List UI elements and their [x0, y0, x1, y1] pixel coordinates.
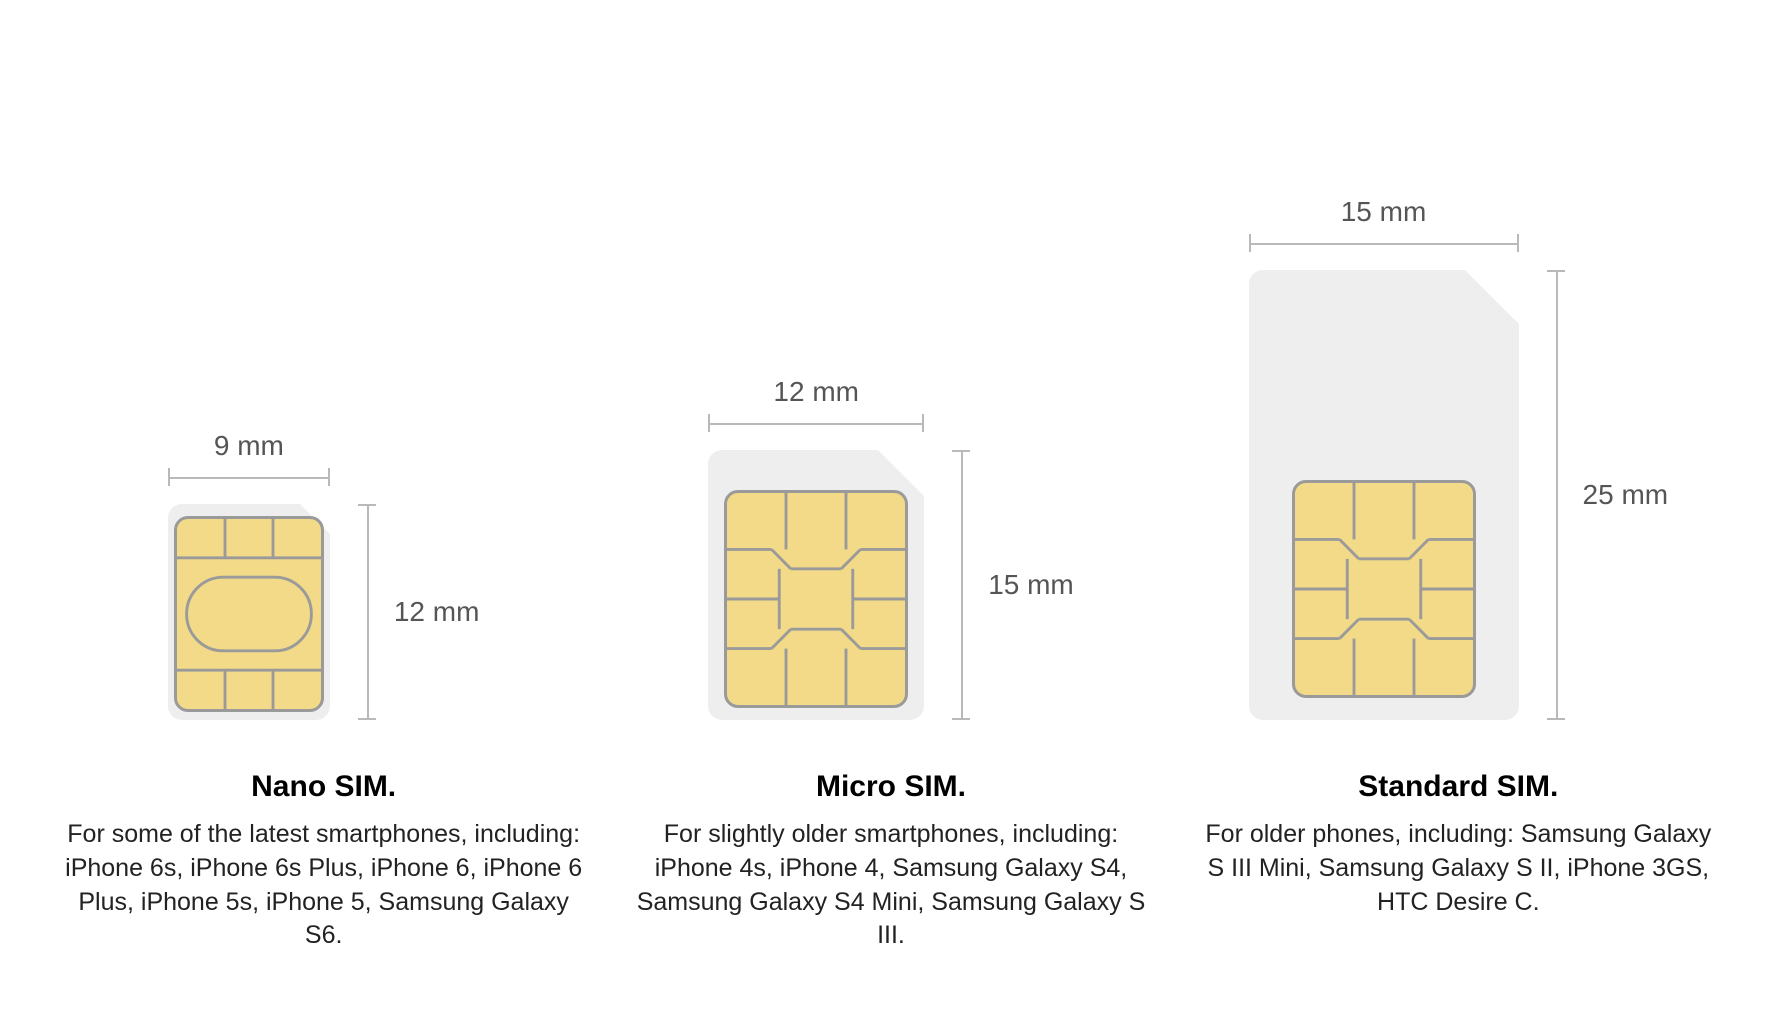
- nano-text: Nano SIM. For some of the latest smartph…: [64, 770, 584, 953]
- micro-width-dimension: 12 mm: [708, 376, 924, 432]
- standard-width-bar: [1249, 234, 1519, 252]
- standard-height-label: 25 mm: [1583, 479, 1669, 511]
- standard-sim-card: [1249, 270, 1519, 720]
- sim-size-diagram: 9 mm: [0, 0, 1782, 720]
- micro-description: For slightly older smartphones, includin…: [631, 818, 1151, 953]
- standard-height-dimension: 25 mm: [1547, 270, 1669, 720]
- standard-title: Standard SIM.: [1198, 770, 1718, 804]
- micro-height-dimension: 15 mm: [952, 450, 1074, 720]
- micro-width-label: 12 mm: [773, 376, 859, 408]
- standard-corner-cut: [1464, 270, 1519, 325]
- standard-chip-pattern: [1295, 483, 1473, 695]
- nano-chip-pattern: [177, 519, 321, 709]
- nano-height-label: 12 mm: [394, 596, 480, 628]
- micro-chip-pattern: [727, 493, 905, 705]
- micro-width-bar: [708, 414, 924, 432]
- standard-width-dimension: 15 mm: [1249, 196, 1519, 252]
- nano-width-dimension: 9 mm: [168, 430, 330, 486]
- nano-title: Nano SIM.: [64, 770, 584, 804]
- standard-text: Standard SIM. For older phones, includin…: [1198, 770, 1718, 953]
- nano-height-dimension: 12 mm: [358, 504, 480, 720]
- standard-height-bar: [1547, 270, 1565, 720]
- nano-width-bar: [168, 468, 330, 486]
- nano-width-label: 9 mm: [214, 430, 284, 462]
- nano-height-bar: [358, 504, 376, 720]
- standard-description: For older phones, including: Samsung Gal…: [1198, 818, 1718, 919]
- nano-sim-chip: [174, 516, 324, 712]
- nano-sim-column: 9 mm: [64, 430, 584, 720]
- nano-sim-card: [168, 504, 330, 720]
- micro-title: Micro SIM.: [631, 770, 1151, 804]
- micro-sim-chip: [724, 490, 908, 708]
- standard-sim-chip: [1292, 480, 1476, 698]
- standard-width-label: 15 mm: [1341, 196, 1427, 228]
- micro-sim-card: [708, 450, 924, 720]
- descriptions-row: Nano SIM. For some of the latest smartph…: [0, 720, 1782, 953]
- micro-height-bar: [952, 450, 970, 720]
- micro-text: Micro SIM. For slightly older smartphone…: [631, 770, 1151, 953]
- nano-description: For some of the latest smartphones, incl…: [64, 818, 584, 953]
- micro-sim-column: 12 mm: [631, 376, 1151, 720]
- standard-sim-column: 15 mm: [1198, 196, 1718, 720]
- micro-height-label: 15 mm: [988, 569, 1074, 601]
